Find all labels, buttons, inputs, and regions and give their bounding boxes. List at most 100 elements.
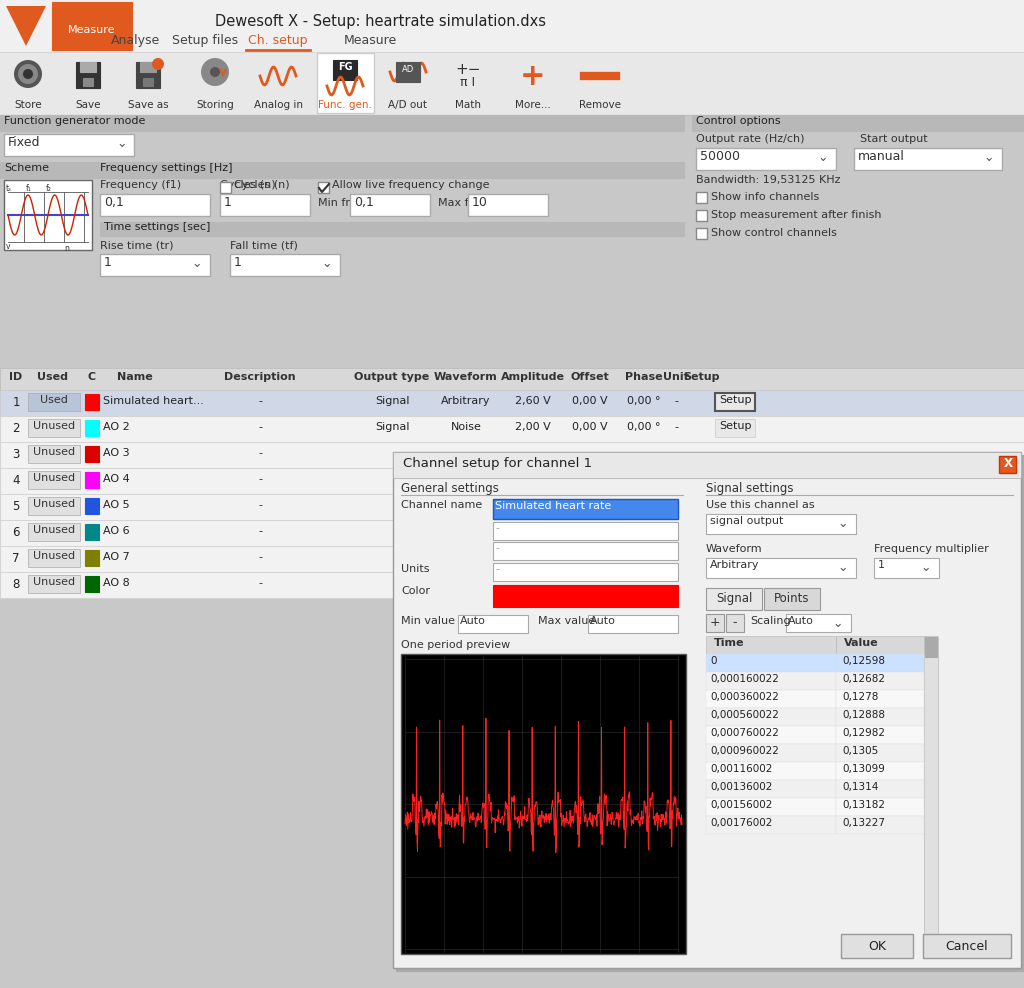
Polygon shape bbox=[6, 6, 46, 46]
Bar bbox=[726, 614, 744, 632]
Bar bbox=[0, 368, 1024, 390]
Bar bbox=[706, 780, 836, 798]
Text: Control options: Control options bbox=[696, 116, 780, 126]
Bar bbox=[0, 416, 1024, 442]
Text: Max value: Max value bbox=[538, 616, 595, 626]
Text: FG: FG bbox=[338, 62, 352, 72]
Text: 1: 1 bbox=[234, 256, 242, 269]
Bar bbox=[836, 708, 924, 726]
Text: -: - bbox=[258, 552, 262, 562]
Text: 0,13099: 0,13099 bbox=[842, 764, 885, 774]
Text: Cancel: Cancel bbox=[946, 940, 988, 953]
Bar bbox=[401, 654, 686, 954]
Bar bbox=[692, 115, 1024, 131]
Text: General settings: General settings bbox=[401, 482, 499, 495]
Text: X: X bbox=[1004, 457, 1013, 470]
Bar bbox=[836, 690, 924, 708]
Text: 0,000960022: 0,000960022 bbox=[710, 746, 779, 756]
Text: ⌄: ⌄ bbox=[322, 257, 332, 270]
Bar bbox=[0, 520, 1024, 546]
Text: Storing: Storing bbox=[197, 100, 233, 110]
Text: v: v bbox=[6, 242, 10, 251]
Text: Save as: Save as bbox=[128, 100, 168, 110]
Text: 0,00 V: 0,00 V bbox=[572, 422, 608, 432]
Bar bbox=[836, 780, 924, 798]
Text: 2: 2 bbox=[12, 422, 19, 435]
Text: Used: Used bbox=[37, 372, 68, 382]
Bar bbox=[706, 816, 836, 834]
Text: Output rate (Hz/ch): Output rate (Hz/ch) bbox=[696, 134, 805, 144]
Bar bbox=[706, 744, 836, 762]
Text: -: - bbox=[495, 523, 499, 533]
Bar bbox=[706, 762, 836, 780]
Text: 1: 1 bbox=[878, 560, 885, 570]
Text: -: - bbox=[258, 474, 262, 484]
Bar bbox=[85, 420, 99, 436]
Bar bbox=[136, 62, 160, 88]
Text: ID: ID bbox=[9, 372, 23, 382]
Text: Units: Units bbox=[401, 564, 429, 574]
Text: 0: 0 bbox=[710, 656, 717, 666]
Text: Setup: Setup bbox=[719, 421, 752, 431]
Bar bbox=[841, 934, 913, 958]
Text: 0,000360022: 0,000360022 bbox=[710, 692, 779, 702]
Bar bbox=[28, 393, 80, 411]
Text: -: - bbox=[674, 396, 678, 406]
Text: 8: 8 bbox=[12, 578, 19, 591]
Text: Measure: Measure bbox=[69, 25, 116, 35]
Text: 0,00 °: 0,00 ° bbox=[628, 422, 660, 432]
Bar bbox=[100, 254, 210, 276]
Bar bbox=[318, 182, 329, 193]
Bar bbox=[80, 62, 96, 72]
Bar bbox=[706, 690, 836, 708]
Text: f₂: f₂ bbox=[46, 184, 52, 193]
Text: Name: Name bbox=[117, 372, 153, 382]
Bar bbox=[706, 798, 836, 816]
Text: 0,12682: 0,12682 bbox=[842, 674, 885, 684]
Text: Measure: Measure bbox=[343, 34, 396, 47]
Bar bbox=[220, 182, 231, 193]
Text: 0,1: 0,1 bbox=[104, 196, 124, 209]
Bar bbox=[706, 672, 836, 690]
Text: tₛ: tₛ bbox=[6, 184, 12, 193]
Text: Bandwidth: 19,53125 KHz: Bandwidth: 19,53125 KHz bbox=[696, 175, 841, 185]
Text: ⌄: ⌄ bbox=[921, 561, 931, 574]
Text: AO 2: AO 2 bbox=[103, 422, 130, 432]
Text: Phase: Phase bbox=[626, 372, 663, 382]
Bar bbox=[836, 762, 924, 780]
Bar bbox=[85, 524, 99, 540]
Text: Waveform: Waveform bbox=[434, 372, 498, 382]
Bar bbox=[999, 456, 1016, 473]
Text: AO 6: AO 6 bbox=[103, 526, 130, 536]
Bar bbox=[28, 497, 80, 515]
Text: Unit: Unit bbox=[664, 372, 689, 382]
Text: π I: π I bbox=[461, 76, 475, 89]
Text: Arbitrary: Arbitrary bbox=[441, 396, 490, 406]
Text: Setup: Setup bbox=[719, 395, 752, 405]
Text: signal output: signal output bbox=[710, 516, 783, 526]
Text: Unused: Unused bbox=[33, 577, 75, 587]
Text: 50000: 50000 bbox=[700, 150, 740, 163]
Bar bbox=[85, 472, 99, 488]
Text: Show info channels: Show info channels bbox=[711, 192, 819, 202]
Text: -: - bbox=[258, 578, 262, 588]
Text: 0,12598: 0,12598 bbox=[842, 656, 885, 666]
Circle shape bbox=[14, 60, 42, 88]
Text: Amplitude: Amplitude bbox=[501, 372, 565, 382]
Text: Setup: Setup bbox=[684, 372, 720, 382]
Bar bbox=[100, 194, 210, 216]
Text: n: n bbox=[63, 244, 69, 253]
Text: Auto: Auto bbox=[788, 616, 814, 626]
Bar bbox=[588, 615, 678, 633]
Text: Remove: Remove bbox=[579, 100, 621, 110]
Circle shape bbox=[201, 58, 229, 86]
Text: Time: Time bbox=[714, 638, 744, 648]
Text: Auto: Auto bbox=[460, 616, 485, 626]
Text: 0,00176002: 0,00176002 bbox=[710, 818, 772, 828]
Text: AD: AD bbox=[401, 65, 414, 74]
Bar bbox=[836, 816, 924, 834]
Bar bbox=[0, 468, 1024, 494]
Text: Fixed: Fixed bbox=[8, 136, 41, 149]
Bar bbox=[836, 744, 924, 762]
Text: Start output: Start output bbox=[860, 134, 928, 144]
